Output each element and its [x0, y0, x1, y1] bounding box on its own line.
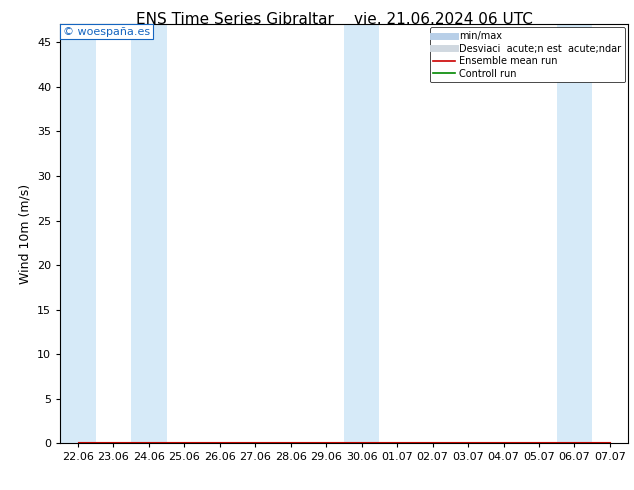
Text: ENS Time Series Gibraltar: ENS Time Series Gibraltar [136, 12, 333, 27]
Bar [60, 24, 96, 443]
Bar [131, 24, 167, 443]
Bar [557, 24, 592, 443]
Bar [344, 24, 379, 443]
Text: vie. 21.06.2024 06 UTC: vie. 21.06.2024 06 UTC [354, 12, 533, 27]
Legend: min/max, Desviaci  acute;n est  acute;ndar, Ensemble mean run, Controll run: min/max, Desviaci acute;n est acute;ndar… [430, 27, 624, 82]
Y-axis label: Wind 10m (m/s): Wind 10m (m/s) [18, 184, 32, 284]
Text: © woespaña.es: © woespaña.es [63, 26, 150, 37]
